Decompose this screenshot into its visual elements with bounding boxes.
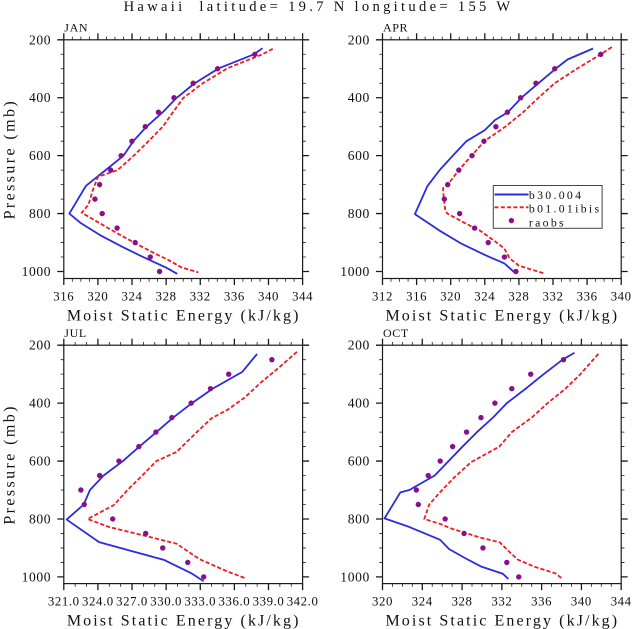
svg-text:336.0: 336.0 xyxy=(218,594,250,608)
svg-text:200: 200 xyxy=(348,32,370,47)
svg-text:Pressure (mb): Pressure (mb) xyxy=(1,99,18,220)
svg-text:800: 800 xyxy=(348,511,370,526)
svg-text:raobs: raobs xyxy=(529,215,566,229)
svg-text:Moist Static Energy (kJ/kg): Moist Static Energy (kJ/kg) xyxy=(67,613,301,629)
svg-text:400: 400 xyxy=(348,90,370,105)
svg-text:336: 336 xyxy=(224,289,245,303)
svg-text:336: 336 xyxy=(531,594,552,608)
svg-text:1000: 1000 xyxy=(22,569,52,584)
svg-text:600: 600 xyxy=(348,148,370,163)
svg-text:342.0: 342.0 xyxy=(287,594,319,608)
svg-text:327.0: 327.0 xyxy=(116,594,148,608)
svg-text:Hawaii latitude= 19.7 N longi: Hawaii latitude= 19.7 N longitude= 155 W xyxy=(124,0,514,15)
svg-text:333.0: 333.0 xyxy=(184,594,216,608)
svg-text:800: 800 xyxy=(348,206,370,221)
svg-text:340: 340 xyxy=(611,289,632,303)
svg-text:Pressure (mb): Pressure (mb) xyxy=(1,404,18,525)
svg-text:332: 332 xyxy=(543,289,564,303)
svg-text:332: 332 xyxy=(190,289,211,303)
svg-text:320: 320 xyxy=(372,594,393,608)
svg-text:200: 200 xyxy=(29,32,51,47)
svg-text:600: 600 xyxy=(348,454,370,469)
svg-text:344: 344 xyxy=(611,594,632,608)
svg-text:340: 340 xyxy=(571,594,592,608)
svg-text:324: 324 xyxy=(412,594,433,608)
svg-text:328: 328 xyxy=(508,289,529,303)
svg-text:1000: 1000 xyxy=(340,569,370,584)
svg-text:b30.004: b30.004 xyxy=(529,188,583,202)
svg-text:316: 316 xyxy=(406,289,427,303)
svg-text:1000: 1000 xyxy=(340,264,370,279)
svg-text:324: 324 xyxy=(122,289,143,303)
svg-text:320: 320 xyxy=(440,289,461,303)
svg-text:Moist Static Energy (kJ/kg): Moist Static Energy (kJ/kg) xyxy=(67,308,301,325)
svg-text:200: 200 xyxy=(348,338,370,353)
svg-text:600: 600 xyxy=(29,454,51,469)
svg-text:330.0: 330.0 xyxy=(150,594,182,608)
svg-text:332: 332 xyxy=(491,594,512,608)
svg-text:320: 320 xyxy=(87,289,108,303)
svg-text:800: 800 xyxy=(29,511,51,526)
svg-text:340: 340 xyxy=(258,289,279,303)
svg-text:324: 324 xyxy=(474,289,495,303)
svg-text:328: 328 xyxy=(156,289,177,303)
svg-text:344: 344 xyxy=(292,289,313,303)
svg-text:OCT: OCT xyxy=(383,326,409,340)
svg-text:400: 400 xyxy=(29,90,51,105)
svg-text:1000: 1000 xyxy=(22,264,52,279)
svg-text:b01.01ibis: b01.01ibis xyxy=(529,202,602,216)
svg-text:400: 400 xyxy=(348,396,370,411)
svg-text:600: 600 xyxy=(29,148,51,163)
svg-text:400: 400 xyxy=(29,396,51,411)
svg-text:328: 328 xyxy=(452,594,473,608)
svg-text:JAN: JAN xyxy=(64,21,88,35)
svg-text:324.0: 324.0 xyxy=(82,594,114,608)
svg-text:Moist Static Energy (kJ/kg): Moist Static Energy (kJ/kg) xyxy=(385,308,619,325)
svg-text:JUL: JUL xyxy=(64,326,86,340)
svg-text:APR: APR xyxy=(383,21,408,35)
svg-text:312: 312 xyxy=(372,289,393,303)
svg-text:321.0: 321.0 xyxy=(48,594,80,608)
svg-text:200: 200 xyxy=(29,338,51,353)
svg-text:316: 316 xyxy=(53,289,74,303)
svg-text:339.0: 339.0 xyxy=(253,594,285,608)
svg-text:Moist Static Energy (kJ/kg): Moist Static Energy (kJ/kg) xyxy=(385,613,619,629)
svg-text:800: 800 xyxy=(29,206,51,221)
svg-text:336: 336 xyxy=(577,289,598,303)
